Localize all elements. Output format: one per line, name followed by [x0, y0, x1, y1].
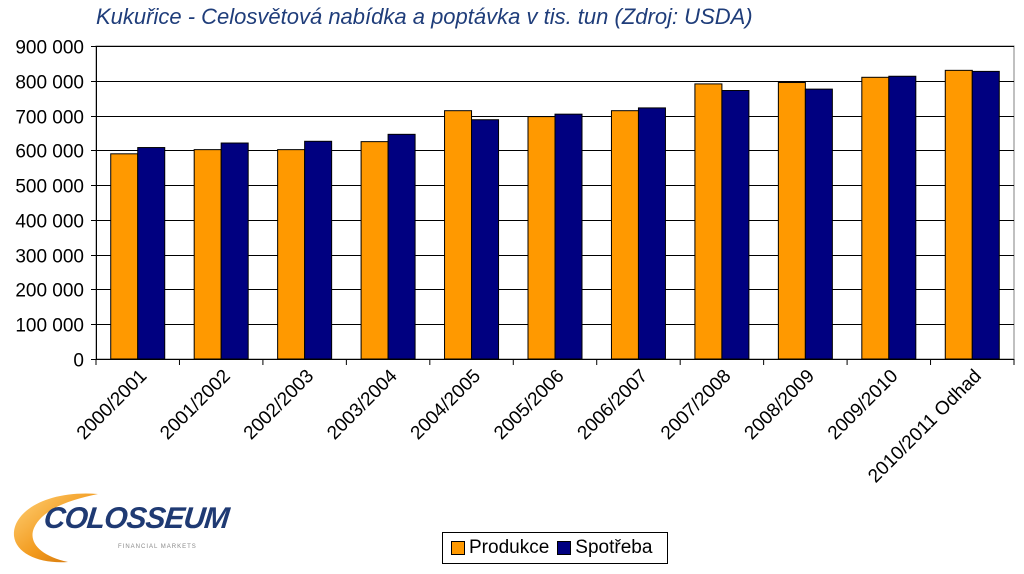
logo-subtitle: FINANCIAL MARKETS	[118, 544, 197, 550]
y-tick-label: 900 000	[15, 38, 84, 59]
x-tick-label: 2009/2010	[824, 366, 902, 444]
x-tick-label: 2007/2008	[657, 366, 735, 444]
bar-produkce	[610, 110, 639, 360]
y-tick-label: 400 000	[15, 212, 84, 233]
bar-spotreba	[387, 133, 416, 360]
bar-spotreba	[971, 70, 1000, 360]
x-tick-label: 2003/2004	[323, 365, 402, 444]
bar-spotreba	[554, 113, 583, 360]
bars	[110, 69, 1000, 360]
bar-produkce	[277, 149, 306, 360]
legend-label-produkce: Produkce	[469, 537, 550, 558]
y-tick-label: 700 000	[15, 108, 84, 129]
legend-swatch-spotreba	[557, 541, 572, 555]
y-tick-label: 600 000	[15, 142, 84, 163]
bar-spotreba	[137, 147, 166, 360]
y-tick-label: 200 000	[15, 281, 84, 302]
bar-produkce	[110, 153, 139, 360]
y-tick-label: 100 000	[15, 316, 84, 337]
y-tick-label: 800 000	[15, 73, 84, 94]
y-tick-label: 300 000	[15, 247, 84, 268]
bar-produkce	[861, 76, 890, 360]
x-tick-label: 2004/2005	[407, 366, 485, 444]
x-tick-label: 2008/2009	[741, 366, 819, 444]
colosseum-logo: COLOSSEUM FINANCIAL MARKETS	[6, 488, 230, 568]
logo-brand-text: COLOSSEUM	[42, 502, 231, 535]
x-tick-label: 2006/2007	[574, 366, 652, 444]
legend-item-produkce: Produkce	[451, 537, 549, 559]
bar-produkce	[360, 141, 389, 360]
bar-produkce	[944, 69, 973, 360]
bar-spotreba	[888, 75, 917, 360]
x-tick-label: 2002/2003	[240, 366, 318, 444]
x-tick-label: 2005/2006	[490, 366, 568, 444]
bar-produkce	[527, 116, 556, 360]
bar-spotreba	[721, 90, 750, 360]
y-tick-labels: 0 100 000 200 000 300 000 400 000 500 000 600 …	[15, 38, 84, 372]
y-tick-label: 0	[73, 351, 84, 372]
x-tick-label: 2000/2001	[73, 366, 151, 444]
legend-swatch-produkce	[451, 541, 465, 555]
bar-spotreba	[471, 119, 500, 360]
y-tick-label: 500 000	[15, 177, 84, 198]
bar-produkce	[193, 149, 222, 360]
bar-spotreba	[637, 107, 666, 360]
logo-swoosh-icon	[13, 493, 98, 563]
legend-label-spotreba: Spotřeba	[575, 537, 653, 558]
x-tick-labels: 2000/2001 2001/2002 2002/2003 2003/2004 2004…	[73, 365, 986, 487]
bar-spotreba	[220, 142, 249, 360]
bar-produkce	[777, 82, 806, 360]
legend: Produkce Spotřeba	[442, 532, 668, 564]
bar-spotreba	[304, 140, 333, 360]
bar-produkce	[444, 110, 473, 360]
chart-title: Kukuřice - Celosvětová nabídka a poptávk…	[96, 4, 753, 29]
legend-item-spotreba: Spotřeba	[557, 537, 652, 559]
bar-spotreba	[804, 88, 833, 360]
x-tick-label: 2001/2002	[156, 366, 234, 444]
axes	[91, 46, 1015, 365]
bar-produkce	[694, 83, 723, 360]
